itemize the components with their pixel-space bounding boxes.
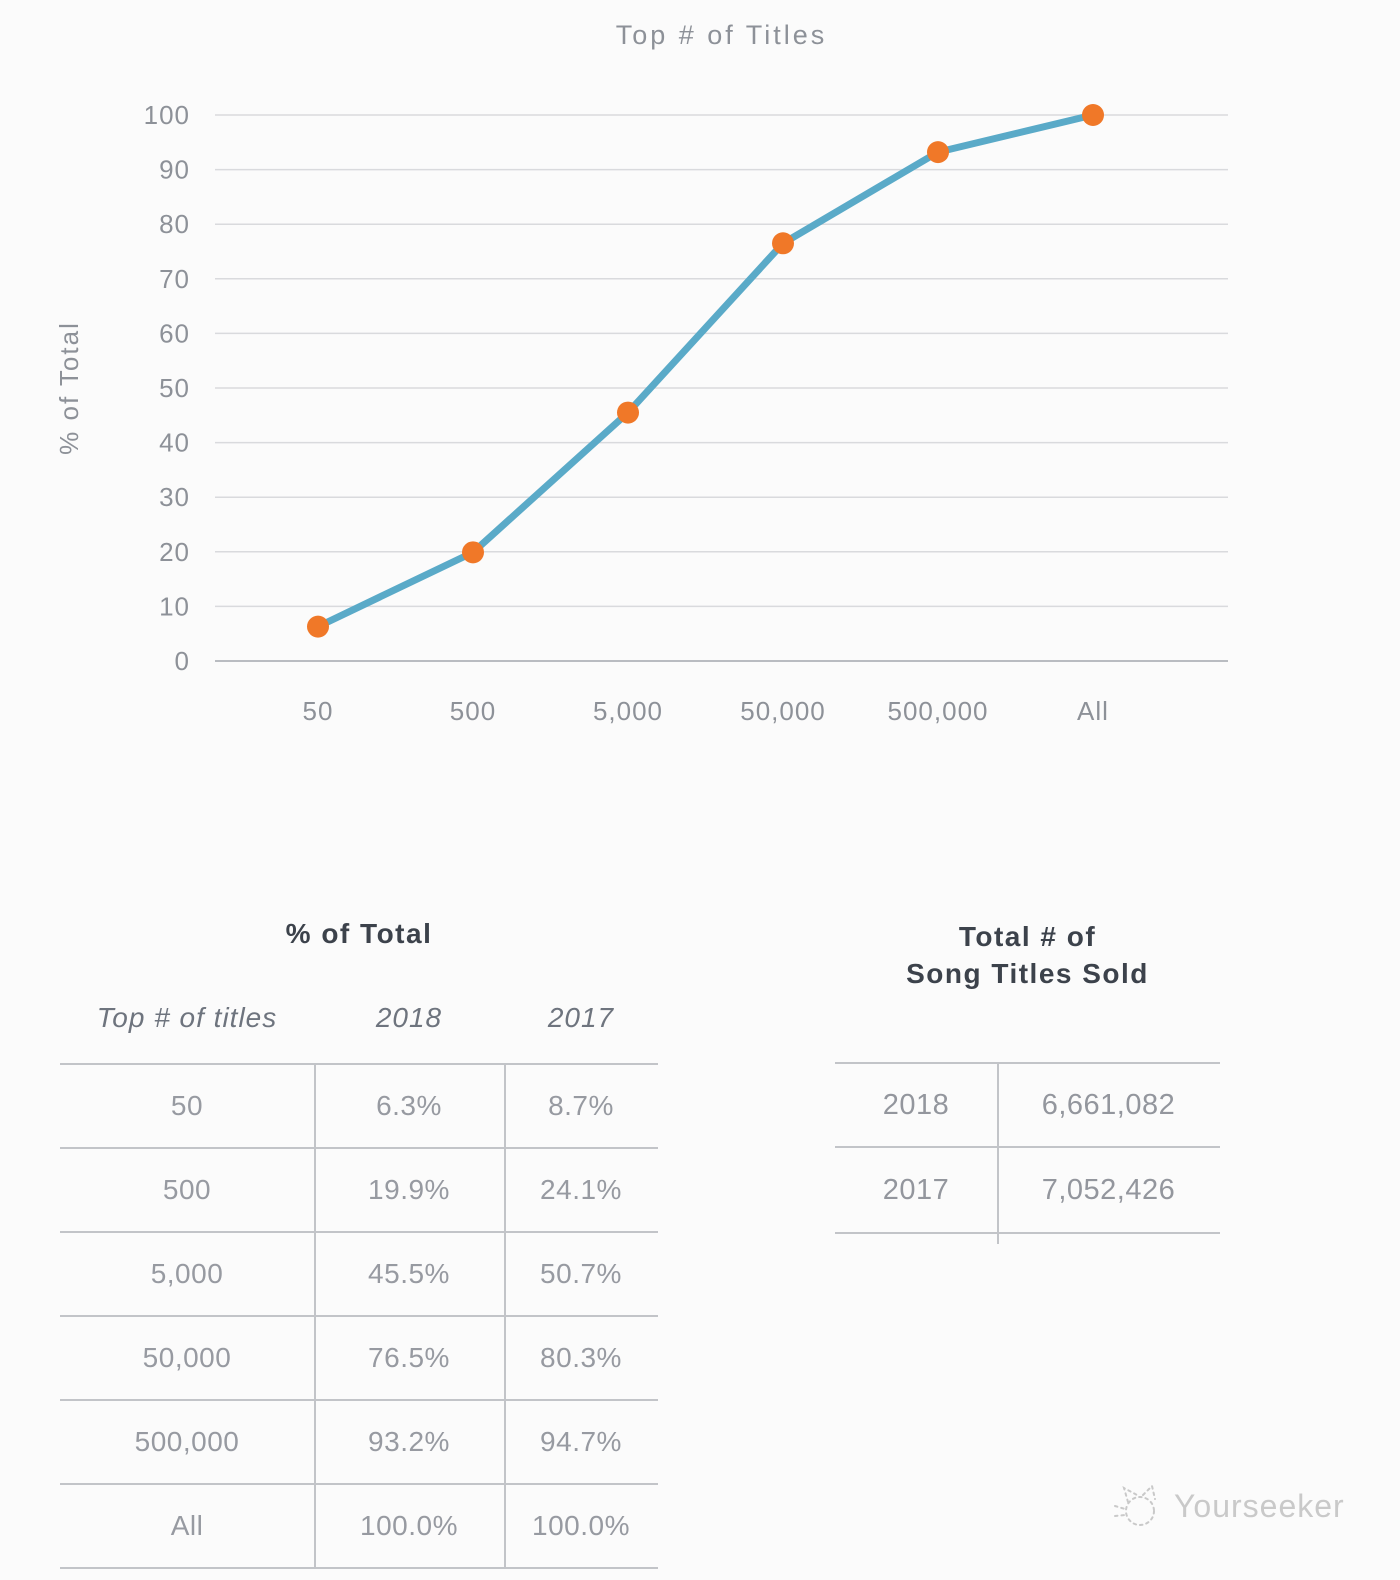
totals-title-line2: Song Titles Sold [906, 958, 1149, 989]
table-cell: 500 [60, 1149, 314, 1233]
y-tick-label: 70 [159, 264, 190, 294]
table-cell: 50 [60, 1065, 314, 1149]
y-tick-label: 10 [159, 591, 190, 621]
table-cell: 2017 [882, 1173, 950, 1206]
table-cell: 76.5% [314, 1317, 504, 1401]
table-cell: 8.7% [504, 1065, 658, 1149]
table-cell: 500,000 [60, 1401, 314, 1485]
table-cell: 19.9% [314, 1149, 504, 1233]
cat-logo-icon [1114, 1484, 1156, 1526]
y-tick-label: 100 [144, 100, 190, 130]
table-cell: 94.7% [504, 1401, 658, 1485]
x-tick-label: 50 [303, 696, 334, 726]
y-tick-label: 90 [159, 155, 190, 185]
watermark-label: Yourseeker [1174, 1487, 1345, 1524]
x-tick-label: 500 [450, 696, 496, 726]
table-cell: 50.7% [504, 1233, 658, 1317]
table-cell: 6,661,082 [997, 1064, 1220, 1148]
percent-table-header: Top # of titles 2018 2017 [60, 1002, 658, 1046]
table-cell: 24.1% [504, 1149, 658, 1233]
data-point-marker [1082, 104, 1104, 126]
data-point-marker [772, 232, 794, 255]
table-column-divider [997, 1062, 999, 1244]
percent-table-title: % of Total [285, 918, 433, 949]
watermark: Yourseeker [1112, 1478, 1345, 1534]
trend-line [314, 111, 1097, 631]
column-header-2018: 2018 [375, 1002, 443, 1033]
table-cell: 6.3% [314, 1065, 504, 1149]
y-tick-label: 50 [159, 373, 190, 403]
table-cell: 45.5% [314, 1233, 504, 1317]
y-tick-label: 80 [159, 209, 190, 239]
table-cell: 50,000 [60, 1317, 314, 1401]
data-point-marker [462, 541, 484, 564]
table-cell: 5,000 [60, 1233, 314, 1317]
chart-title: Top # of Titles [615, 20, 828, 50]
table-cell: 93.2% [314, 1401, 504, 1485]
data-point-marker [307, 615, 329, 638]
totals-table-title: Total # of Song Titles Sold [835, 918, 1220, 992]
x-tick-label: All [1077, 696, 1109, 726]
table-cell: 100.0% [314, 1485, 504, 1569]
table-cell: 100.0% [504, 1485, 658, 1569]
y-tick-label: 60 [159, 318, 190, 348]
table-column-divider [314, 1063, 316, 1569]
line-chart: 0 10 20 30 40 50 60 70 80 90 100 % of Total 50 500 5,0… [54, 100, 1228, 726]
totals-title-line1: Total # of [958, 921, 1097, 952]
data-point-marker [617, 401, 639, 424]
table-column-divider [504, 1063, 506, 1569]
table-cell: 80.3% [504, 1317, 658, 1401]
y-tick-label: 30 [159, 482, 190, 512]
y-axis-title: % of Total [54, 321, 84, 455]
column-header-top-titles: Top # of titles [96, 1002, 278, 1033]
x-tick-label: 500,000 [888, 696, 989, 726]
y-tick-label: 40 [159, 428, 190, 458]
y-tick-label: 0 [175, 646, 190, 676]
totals-table: 2018 6,661,082 2017 7,052,426 [835, 1062, 1220, 1234]
table-cell: All [60, 1485, 314, 1569]
column-header-2017: 2017 [547, 1002, 615, 1033]
table-cell: 7,052,426 [1041, 1173, 1176, 1206]
x-tick-label: 50,000 [740, 696, 826, 726]
data-point-marker [927, 141, 949, 164]
table-cell: 2018 [835, 1064, 997, 1148]
x-tick-label: 5,000 [593, 696, 663, 726]
percent-table: 50 6.3% 8.7% 500 19.9% 24.1% 5,000 45.5%… [60, 1063, 658, 1569]
y-tick-label: 20 [159, 537, 190, 567]
